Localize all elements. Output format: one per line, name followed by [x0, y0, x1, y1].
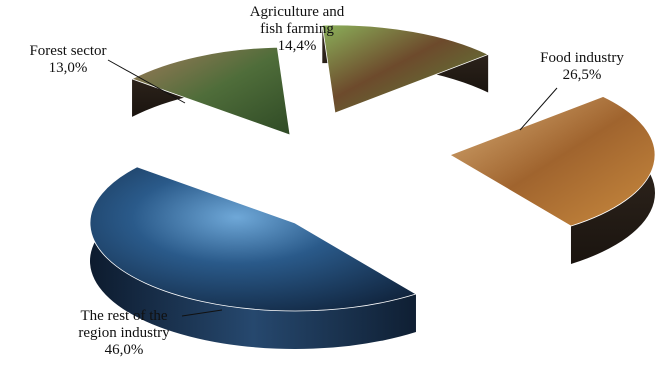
slice-agriculture-fish-farming-value-label: 14,4% — [278, 38, 317, 54]
slice-rest-of-region-industry — [89, 166, 417, 350]
slice-agriculture-fish-farming-name-label: fish farming — [260, 21, 334, 37]
slice-food-industry-leader-line — [519, 87, 558, 131]
slice-rest-of-region-industry-value-label: 46,0% — [105, 342, 144, 358]
slice-food-industry-top — [449, 96, 656, 227]
slice-rest-of-region-industry-side — [90, 166, 416, 350]
pie-slices — [89, 24, 656, 350]
slice-forest-sector-top — [131, 46, 291, 136]
slice-rest-of-region-industry-name-label: The rest of the — [80, 308, 167, 324]
slice-rest-of-region-industry-leader-line — [181, 309, 223, 317]
slice-forest-sector-leader-line — [107, 59, 186, 104]
slice-food-industry — [449, 96, 656, 265]
slice-agriculture-fish-farming-top — [321, 24, 490, 114]
slice-agriculture-fish-farming-name-label: Agriculture and — [250, 4, 345, 20]
slice-agriculture-fish-farming — [321, 24, 490, 114]
slice-food-industry-value-label: 26,5% — [563, 67, 602, 83]
slice-forest-sector-value-label: 13,0% — [49, 60, 88, 76]
slice-rest-of-region-industry-name-label: region industry — [78, 325, 170, 341]
slice-forest-sector-name-label: Forest sector — [29, 43, 106, 59]
slice-rest-of-region-industry-top — [89, 166, 417, 312]
slice-forest-sector — [131, 46, 291, 136]
slice-food-industry-name-label: Food industry — [540, 50, 624, 66]
